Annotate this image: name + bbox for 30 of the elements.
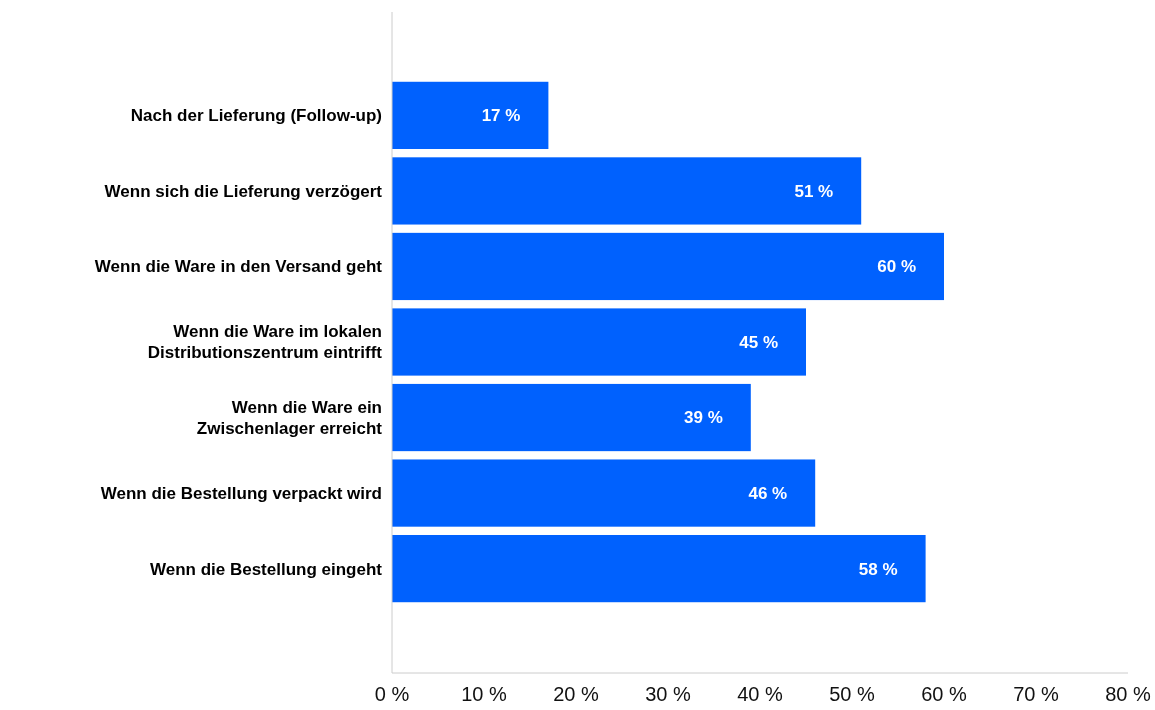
x-tick-label: 80 % — [1105, 683, 1152, 705]
y-tick-label: Wenn die Ware in den Versand geht — [94, 257, 383, 277]
data-label: 45 % — [739, 332, 778, 352]
x-tick-label: 30 % — [645, 683, 692, 705]
bar — [392, 383, 751, 452]
data-label: 17 % — [481, 106, 521, 126]
x-tick-label: 50 % — [829, 683, 876, 705]
data-label: 58 % — [858, 559, 898, 579]
data-label: 46 % — [748, 484, 788, 504]
data-label: 51 % — [794, 181, 834, 201]
x-tick-label: 60 % — [921, 683, 968, 705]
y-tick-label: Wenn die Ware ein Zwischenlager erreicht — [196, 397, 383, 438]
x-tick-label: 70 % — [1013, 683, 1060, 705]
x-tick-label: 20 % — [553, 683, 600, 705]
bar — [392, 459, 816, 527]
y-tick-label: Nach der Lieferung (Follow-up) — [130, 106, 382, 126]
data-label: 60 % — [877, 257, 916, 277]
x-tick-label: 10 % — [461, 683, 508, 705]
y-tick-label: Wenn die Ware im lokalen Distributionszentrum eintrifft — [147, 322, 383, 363]
bar — [392, 232, 944, 301]
x-tick-label: 0 % — [374, 683, 410, 705]
bar — [392, 535, 926, 603]
data-label: 39 % — [684, 408, 723, 428]
bar — [392, 81, 549, 149]
y-tick-label: Wenn die Bestellung verpackt wird — [100, 484, 382, 504]
x-tick-label: 40 % — [737, 683, 784, 705]
y-tick-label: Wenn sich die Lieferung verzögert — [104, 181, 383, 201]
bar — [392, 157, 862, 225]
y-tick-label: Wenn die Bestellung eingeht — [149, 559, 383, 579]
bar — [392, 308, 806, 376]
